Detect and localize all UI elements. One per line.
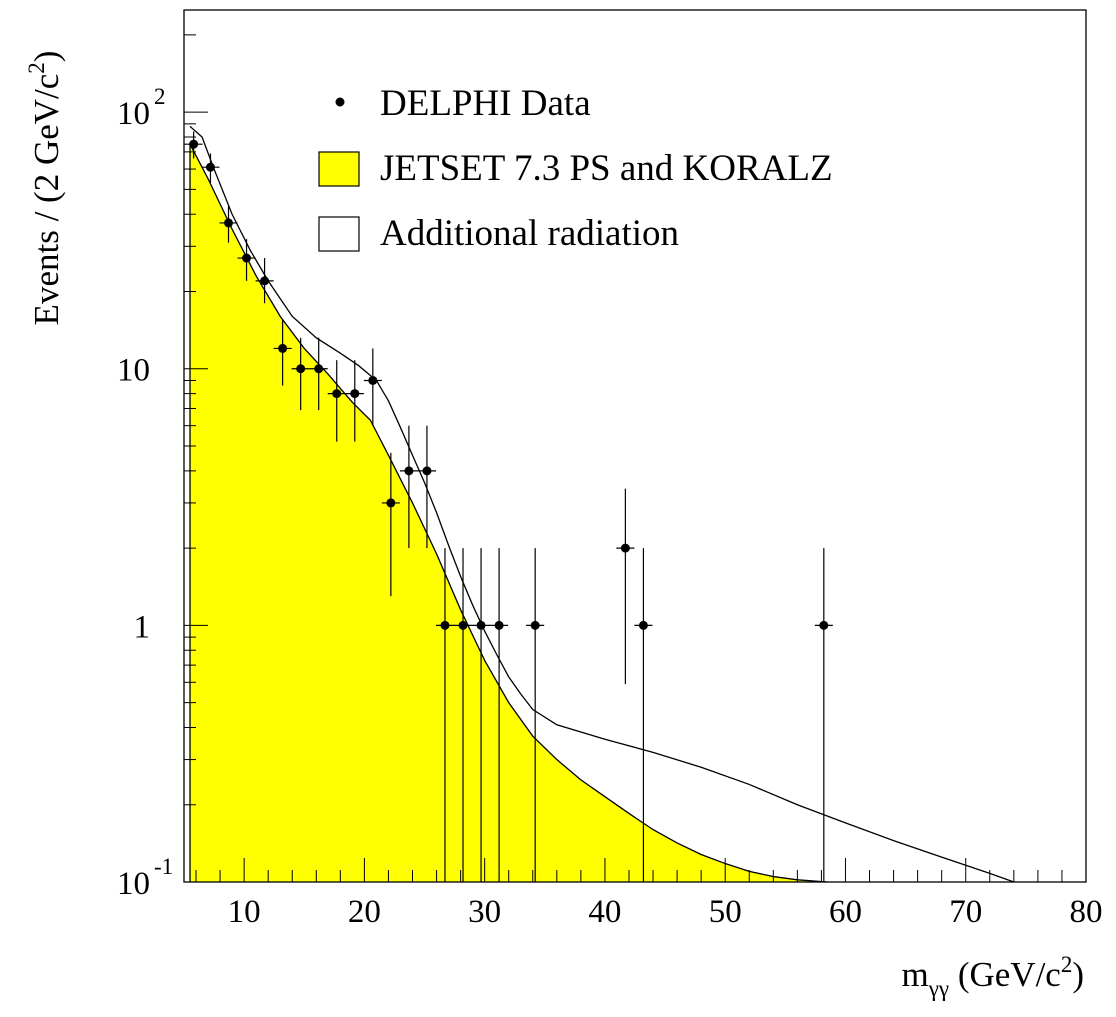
data-point bbox=[526, 548, 545, 882]
data-marker bbox=[314, 364, 324, 374]
data-marker bbox=[476, 620, 486, 630]
data-point bbox=[490, 548, 509, 882]
x-tick-label: 10 bbox=[228, 894, 261, 930]
data-marker bbox=[189, 139, 199, 149]
data-point bbox=[814, 548, 833, 882]
data-point bbox=[616, 488, 635, 685]
data-marker bbox=[386, 498, 396, 508]
y-tick-label: 10 bbox=[117, 96, 150, 132]
legend-label-jetset: JETSET 7.3 PS and KORALZ bbox=[380, 148, 833, 189]
x-axis-title: mγγ (GeV/c2) bbox=[902, 952, 1084, 1001]
y-tick-label: 10 bbox=[117, 866, 150, 902]
data-point bbox=[399, 425, 418, 549]
data-marker bbox=[404, 466, 414, 476]
data-marker bbox=[422, 466, 432, 476]
y-tick-exponent: 2 bbox=[154, 84, 166, 109]
x-tick-label: 60 bbox=[829, 894, 862, 930]
data-marker bbox=[223, 218, 233, 228]
data-marker bbox=[368, 375, 378, 385]
data-marker bbox=[530, 620, 540, 630]
data-point bbox=[255, 258, 274, 304]
data-marker bbox=[819, 620, 829, 630]
y-tick-label: 10 bbox=[117, 353, 150, 389]
data-point bbox=[237, 239, 256, 281]
legend-marker-radiation bbox=[318, 216, 360, 252]
data-marker bbox=[260, 276, 270, 286]
legend-label-radiation: Additional radiation bbox=[380, 213, 679, 254]
data-point bbox=[309, 337, 328, 411]
data-point bbox=[219, 206, 238, 243]
data-point bbox=[634, 548, 653, 882]
radiation-curve bbox=[189, 125, 1015, 883]
legend: DELPHI Data JETSET 7.3 PS and KORALZ Add… bbox=[318, 83, 833, 254]
x-tick-label: 70 bbox=[949, 894, 982, 930]
data-marker bbox=[638, 620, 648, 630]
data-marker bbox=[296, 364, 306, 374]
x-tick-label: 20 bbox=[348, 894, 381, 930]
plot-area bbox=[184, 125, 1015, 883]
data-point bbox=[273, 319, 292, 386]
y-tick-label: 1 bbox=[134, 609, 151, 645]
data-point bbox=[453, 548, 473, 882]
data-point bbox=[363, 348, 382, 426]
data-marker bbox=[440, 620, 450, 630]
x-tick-label: 40 bbox=[588, 894, 621, 930]
data-marker bbox=[278, 343, 288, 353]
x-tick-label: 80 bbox=[1070, 894, 1103, 930]
data-point bbox=[291, 337, 310, 411]
jetset-curve bbox=[189, 143, 828, 883]
data-point bbox=[201, 153, 220, 183]
data-marker bbox=[350, 389, 360, 399]
data-point bbox=[345, 360, 364, 442]
y-axis-title: Events / (2 GeV/c2) bbox=[24, 51, 66, 326]
data-point bbox=[327, 360, 346, 442]
data-marker bbox=[242, 253, 252, 263]
legend-marker-data bbox=[335, 97, 345, 107]
x-tick-label: 50 bbox=[709, 894, 742, 930]
legend-label-data: DELPHI Data bbox=[380, 83, 591, 124]
data-point bbox=[184, 131, 203, 159]
data-marker bbox=[620, 543, 630, 553]
data-marker bbox=[205, 162, 215, 172]
data-marker bbox=[458, 620, 468, 630]
data-marker bbox=[494, 620, 504, 630]
x-tick-label: 30 bbox=[468, 894, 501, 930]
jetset-area bbox=[190, 144, 828, 882]
y-tick-exponent: -1 bbox=[154, 854, 173, 879]
data-point bbox=[417, 425, 436, 549]
data-point bbox=[435, 548, 454, 882]
data-marker bbox=[332, 389, 342, 399]
legend-marker-jetset bbox=[318, 151, 360, 187]
data-point bbox=[381, 452, 400, 597]
data-point bbox=[472, 548, 491, 882]
